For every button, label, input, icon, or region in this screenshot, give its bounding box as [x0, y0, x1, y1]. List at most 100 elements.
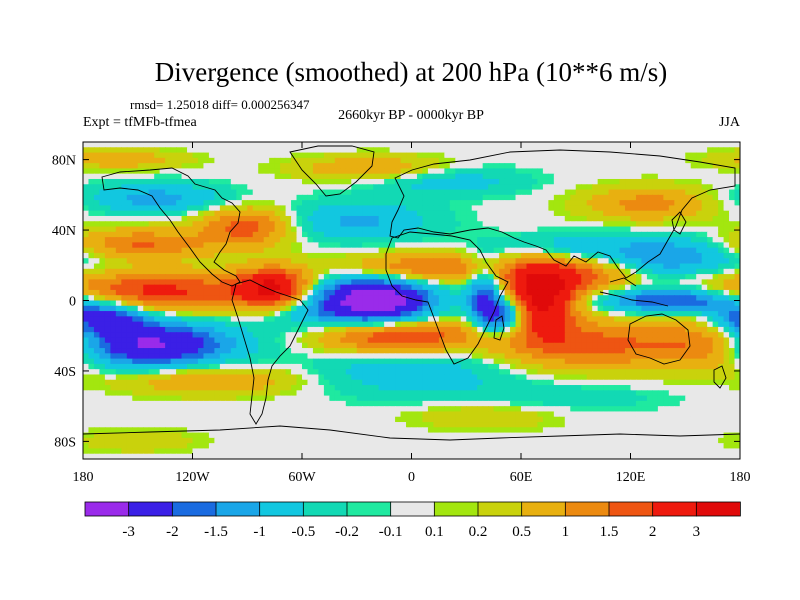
heatmap-cell: [93, 321, 101, 328]
heatmap-cell: [521, 295, 528, 302]
heatmap-cell: [466, 226, 473, 233]
heatmap-cell: [734, 168, 740, 175]
heatmap-cell: [307, 205, 314, 212]
heatmap-cell: [389, 295, 396, 302]
heatmap-cell: [537, 152, 544, 159]
heatmap-cell: [482, 173, 489, 180]
heatmap-cell: [537, 311, 544, 317]
heatmap-cell: [570, 142, 577, 148]
heatmap-cell: [373, 321, 380, 328]
heatmap-cell: [460, 142, 467, 148]
heatmap-cell: [362, 279, 369, 286]
heatmap-cell: [351, 337, 358, 344]
heatmap-cell: [707, 305, 714, 312]
heatmap-cell: [707, 295, 714, 302]
heatmap-cell: [444, 215, 451, 222]
heatmap-cell: [384, 173, 391, 180]
heatmap-cell: [685, 348, 692, 354]
heatmap-cell: [499, 157, 506, 164]
heatmap-cell: [493, 284, 500, 291]
heatmap-cell: [707, 326, 714, 333]
heatmap-cell: [723, 163, 730, 170]
heatmap-cell: [477, 210, 484, 217]
heatmap-cell: [154, 348, 161, 354]
heatmap-cell: [214, 205, 221, 212]
heatmap-cell: [252, 226, 259, 233]
heatmap-cell: [406, 173, 413, 180]
heatmap-cell: [258, 147, 265, 154]
heatmap-cell: [83, 342, 90, 349]
heatmap-cell: [214, 194, 221, 201]
heatmap-cell: [701, 200, 708, 206]
heatmap-cell: [225, 311, 232, 317]
heatmap-cell: [280, 168, 287, 175]
heatmap-cell: [258, 289, 265, 296]
heatmap-cell: [280, 332, 287, 339]
heatmap-cell: [241, 295, 248, 302]
heatmap-cell: [378, 173, 385, 180]
heatmap-cell: [247, 353, 254, 360]
heatmap-cell: [597, 157, 604, 164]
heatmap-cell: [274, 321, 281, 328]
heatmap-cell: [219, 178, 226, 185]
heatmap-cell: [356, 163, 363, 170]
heatmap-cell: [269, 210, 276, 217]
heatmap-cell: [416, 152, 424, 159]
heatmap-cell: [263, 321, 270, 328]
heatmap-cell: [570, 200, 577, 206]
heatmap-cell: [340, 142, 347, 148]
heatmap-cell: [132, 321, 139, 328]
heatmap-cell: [230, 226, 237, 233]
heatmap-cell: [203, 353, 210, 360]
heatmap-cell: [225, 326, 232, 333]
heatmap-cell: [318, 353, 325, 360]
heatmap-cell: [110, 258, 117, 265]
heatmap-cell: [493, 268, 500, 275]
heatmap-cell: [334, 237, 341, 243]
heatmap-cell: [219, 215, 226, 222]
heatmap-cell: [657, 226, 664, 233]
heatmap-cell: [88, 321, 95, 328]
heatmap-cell: [93, 200, 101, 206]
heatmap-cell: [701, 289, 708, 296]
heatmap-cell: [707, 142, 714, 148]
heatmap-cell: [526, 163, 533, 170]
heatmap-cell: [411, 237, 418, 243]
heatmap-cell: [635, 274, 643, 280]
heatmap-cell: [411, 263, 418, 270]
heatmap-cell: [570, 210, 577, 217]
heatmap-cell: [466, 337, 473, 344]
heatmap-cell: [471, 194, 478, 201]
heatmap-cell: [132, 231, 139, 238]
heatmap-cell: [690, 247, 697, 254]
heatmap-cell: [570, 168, 577, 175]
heatmap-cell: [608, 274, 615, 280]
heatmap-cell: [526, 226, 533, 233]
heatmap-cell: [559, 231, 566, 238]
heatmap-cell: [444, 284, 451, 291]
heatmap-cell: [323, 358, 330, 365]
heatmap-cell: [679, 284, 686, 291]
heatmap-cell: [614, 353, 621, 360]
heatmap-cell: [302, 321, 309, 328]
heatmap-cell: [652, 242, 659, 249]
heatmap-cell: [367, 252, 374, 259]
heatmap-cell: [296, 289, 303, 296]
heatmap-cell: [395, 289, 402, 296]
heatmap-cell: [444, 189, 451, 196]
heatmap-cell: [230, 284, 237, 291]
heatmap-cell: [603, 274, 610, 280]
heatmap-cell: [696, 342, 703, 349]
heatmap-cell: [406, 242, 413, 249]
heatmap-cell: [690, 326, 697, 333]
heatmap-cell: [345, 221, 352, 228]
heatmap-cell: [384, 226, 391, 233]
heatmap-cell: [510, 252, 517, 259]
heatmap-cell: [718, 268, 725, 275]
heatmap-cell: [674, 279, 681, 286]
heatmap-cell: [559, 311, 566, 317]
heatmap-cell: [592, 321, 599, 328]
heatmap-cell: [307, 178, 314, 185]
heatmap-cell: [99, 163, 106, 170]
heatmap-cell: [159, 305, 166, 312]
